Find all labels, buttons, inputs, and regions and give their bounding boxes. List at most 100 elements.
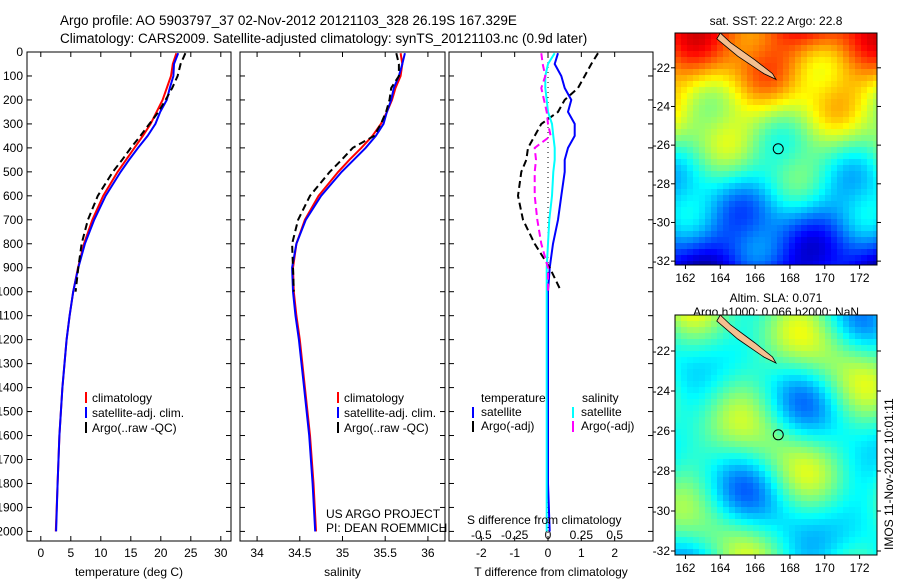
- map-cell: [753, 399, 759, 405]
- map-cell: [711, 477, 717, 483]
- map-cell: [813, 351, 819, 357]
- map-cell: [867, 261, 873, 265]
- map-cell: [819, 129, 825, 135]
- y-tick-label: 1100: [0, 309, 23, 323]
- map-cell: [849, 435, 855, 441]
- map-cell: [801, 249, 807, 255]
- map-cell: [729, 195, 735, 201]
- map-cell: [765, 459, 771, 465]
- map-cell: [849, 45, 855, 51]
- map-cell: [819, 489, 825, 495]
- map-cell: [861, 177, 867, 183]
- map-cell: [693, 357, 699, 363]
- map-cell: [699, 315, 705, 321]
- map-cell: [789, 51, 795, 57]
- map-cell: [813, 393, 819, 399]
- map-cell: [735, 201, 741, 207]
- map-cell: [675, 231, 681, 237]
- map-cell: [693, 33, 699, 39]
- map-cell: [729, 99, 735, 105]
- map-cell: [807, 507, 813, 513]
- map-cell: [807, 525, 813, 531]
- map-cell: [771, 231, 777, 237]
- map-cell: [801, 213, 807, 219]
- map-cell: [855, 501, 861, 507]
- map-cell: [735, 69, 741, 75]
- map-cell: [873, 543, 877, 549]
- map-cell: [789, 405, 795, 411]
- map-cell: [717, 369, 723, 375]
- map-cell: [765, 39, 771, 45]
- map-cell: [825, 483, 831, 489]
- map-cell: [831, 447, 837, 453]
- map-cell: [771, 39, 777, 45]
- map-cell: [843, 333, 849, 339]
- map-cell: [747, 213, 753, 219]
- x-tick-label: 166: [745, 271, 765, 285]
- map-cell: [675, 375, 681, 381]
- map-cell: [747, 195, 753, 201]
- map-cell: [729, 69, 735, 75]
- map-cell: [867, 147, 873, 153]
- map-cell: [807, 393, 813, 399]
- map-cell: [753, 411, 759, 417]
- map-cell: [819, 243, 825, 249]
- y-tick-label: -32: [653, 254, 671, 268]
- map-cell: [675, 171, 681, 177]
- map-cell: [753, 327, 759, 333]
- map-cell: [837, 171, 843, 177]
- map-cell: [699, 525, 705, 531]
- map-cell: [729, 219, 735, 225]
- map-cell: [795, 135, 801, 141]
- x-tick-label: 35.5: [374, 546, 398, 560]
- map-cell: [831, 345, 837, 351]
- map-cell: [675, 225, 681, 231]
- map-cell: [843, 489, 849, 495]
- map-cell: [825, 399, 831, 405]
- map-cell: [717, 153, 723, 159]
- map-cell: [681, 393, 687, 399]
- map-cell: [717, 39, 723, 45]
- map-cell: [849, 183, 855, 189]
- x-tick-label: 164: [710, 561, 730, 575]
- map-cell: [693, 483, 699, 489]
- map-cell: [699, 225, 705, 231]
- map-cell: [795, 381, 801, 387]
- map-cell: [867, 39, 873, 45]
- map-cell: [693, 213, 699, 219]
- map-cell: [867, 177, 873, 183]
- map-cell: [819, 249, 825, 255]
- map-cell: [735, 105, 741, 111]
- y-tick-label: 300: [3, 117, 23, 131]
- map-cell: [717, 381, 723, 387]
- map-cell: [867, 543, 873, 549]
- map-cell: [741, 129, 747, 135]
- map-cell: [759, 243, 765, 249]
- map-cell: [843, 153, 849, 159]
- map-cell: [681, 315, 687, 321]
- map-cell: [789, 435, 795, 441]
- map-cell: [771, 129, 777, 135]
- map-cell: [789, 81, 795, 87]
- map-cell: [807, 435, 813, 441]
- map-cell: [735, 411, 741, 417]
- map-cell: [843, 375, 849, 381]
- map-cell: [783, 321, 789, 327]
- map-cell: [819, 507, 825, 513]
- map-cell: [681, 99, 687, 105]
- map-cell: [777, 231, 783, 237]
- map-cell: [849, 51, 855, 57]
- map-cell: [717, 63, 723, 69]
- map-cell: [759, 327, 765, 333]
- map-cell: [867, 387, 873, 393]
- map-cell: [843, 39, 849, 45]
- map-cell: [855, 231, 861, 237]
- map-cell: [867, 393, 873, 399]
- map-cell: [771, 147, 777, 153]
- map-cell: [711, 159, 717, 165]
- map-cell: [759, 111, 765, 117]
- map-cell: [825, 525, 831, 531]
- map-cell: [681, 549, 687, 555]
- map-cell: [801, 369, 807, 375]
- map-cell: [795, 495, 801, 501]
